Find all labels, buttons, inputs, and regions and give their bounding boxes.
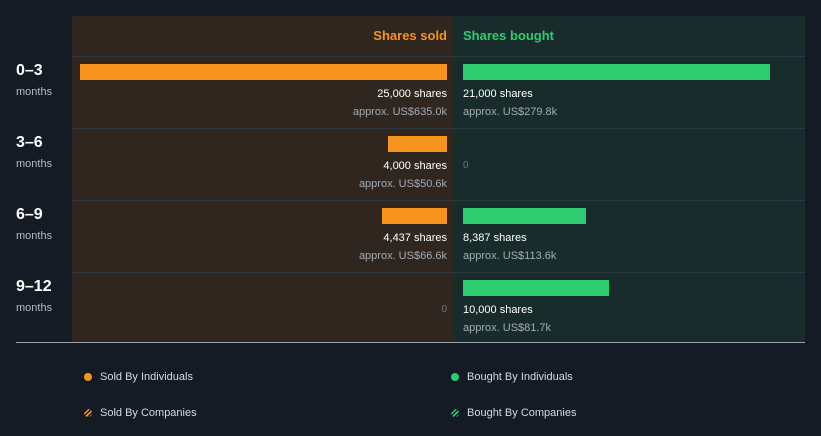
bought-bar — [463, 64, 770, 80]
row-separator — [72, 200, 805, 201]
bought-value-label: approx. US$113.6k — [463, 250, 557, 262]
row-period-unit: months — [16, 86, 53, 98]
legend-label: Sold By Individuals — [100, 371, 193, 383]
header-shares-bought: Shares bought — [463, 28, 555, 43]
row-period-label: 6–9 — [16, 206, 43, 223]
row-period-label: 3–6 — [16, 134, 43, 151]
sold-shares-label: 25,000 shares — [377, 88, 447, 100]
legend-bought-companies: Bought By Companies — [451, 407, 576, 419]
bought-shares-label: 10,000 shares — [463, 304, 533, 316]
legend-label: Sold By Companies — [100, 407, 197, 419]
legend-sold-companies: Sold By Companies — [84, 407, 197, 419]
header-shares-sold: Shares sold — [373, 28, 447, 43]
bought-value-label: approx. US$81.7k — [463, 322, 552, 334]
row-separator — [72, 128, 805, 129]
insider-trading-chart: Shares sold Shares bought 0–3 months 25,00… — [16, 16, 805, 343]
row-period-unit: months — [16, 302, 53, 314]
orange-dot-icon — [84, 373, 92, 381]
sold-zero-label: 0 — [441, 304, 447, 315]
legend-sold-individuals: Sold By Individuals — [84, 371, 193, 383]
bought-bar — [463, 280, 609, 296]
bought-zero-label: 0 — [463, 160, 469, 171]
row-period-label: 0–3 — [16, 62, 43, 79]
sold-value-label: approx. US$50.6k — [358, 178, 447, 190]
green-dot-icon — [451, 373, 459, 381]
green-hatched-icon — [451, 409, 459, 417]
row-period-unit: months — [16, 158, 53, 170]
bought-bar — [463, 208, 586, 224]
sold-shares-label: 4,437 shares — [383, 232, 447, 244]
legend-label: Bought By Individuals — [467, 371, 573, 383]
legend-bought-individuals: Bought By Individuals — [451, 371, 573, 383]
row-separator — [72, 56, 805, 57]
row-period-label: 9–12 — [16, 278, 52, 295]
sold-bar — [382, 208, 447, 224]
baseline — [16, 342, 805, 343]
sold-value-label: approx. US$66.6k — [358, 250, 447, 262]
sold-value-label: approx. US$635.0k — [352, 106, 447, 118]
bought-shares-label: 8,387 shares — [463, 232, 527, 244]
legend-label: Bought By Companies — [467, 407, 577, 419]
bought-shares-label: 21,000 shares — [463, 88, 533, 100]
row-period-unit: months — [16, 230, 53, 242]
sold-shares-label: 4,000 shares — [383, 160, 447, 172]
sold-bar — [80, 64, 447, 80]
sold-bar — [388, 136, 447, 152]
bought-value-label: approx. US$279.8k — [463, 106, 558, 118]
row-separator — [72, 272, 805, 273]
orange-hatched-icon — [84, 409, 92, 417]
